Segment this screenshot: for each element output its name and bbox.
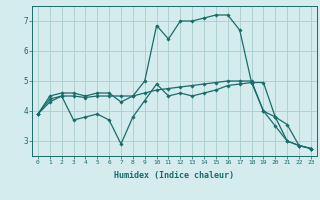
X-axis label: Humidex (Indice chaleur): Humidex (Indice chaleur) xyxy=(115,171,234,180)
